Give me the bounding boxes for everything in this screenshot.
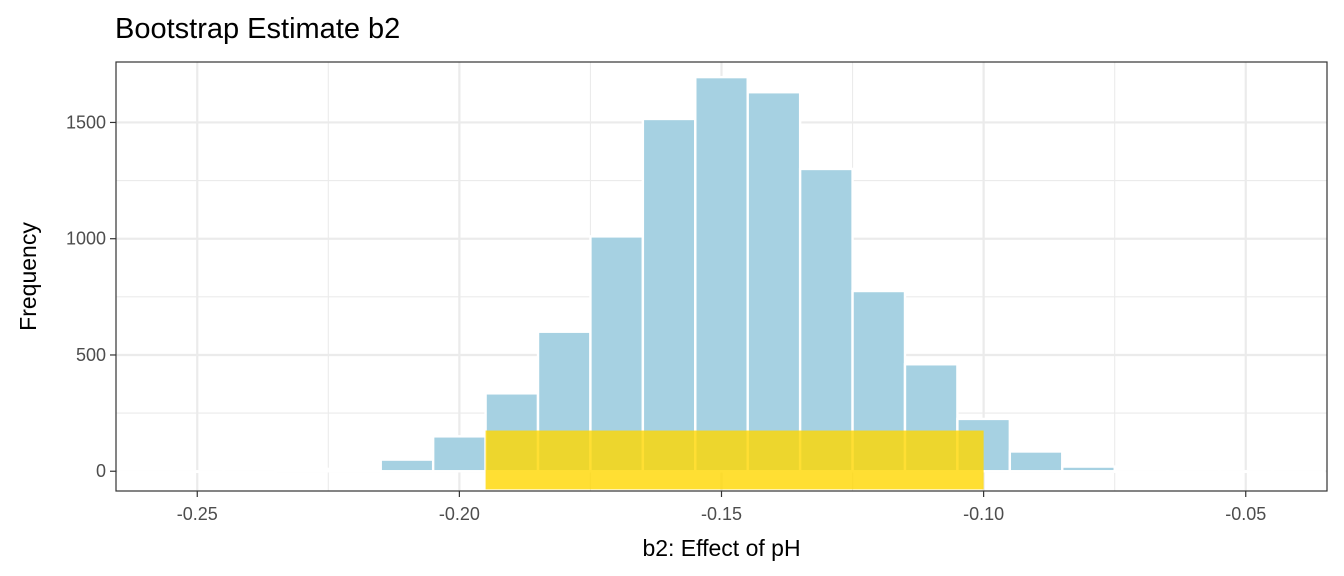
y-axis: 0 500 1000 1500 xyxy=(66,112,116,481)
interval-highlight xyxy=(485,430,984,490)
histogram-bar xyxy=(1008,450,1064,473)
x-tick-label: -0.20 xyxy=(439,504,480,524)
histogram-bar xyxy=(1218,470,1274,474)
y-tick-label: 1500 xyxy=(66,112,106,132)
x-tick-label: -0.15 xyxy=(701,504,742,524)
histogram-bar xyxy=(117,470,173,474)
x-tick-label: -0.05 xyxy=(1225,504,1266,524)
x-axis: -0.25 -0.20 -0.15 -0.10 -0.05 xyxy=(177,491,1266,524)
y-tick-label: 0 xyxy=(96,461,106,481)
y-axis-title: Frequency xyxy=(15,222,41,331)
histogram-bar xyxy=(694,75,749,473)
histogram-bar xyxy=(169,470,225,474)
histogram-bar xyxy=(327,467,382,473)
histogram-bar xyxy=(222,470,278,474)
histogram-bar xyxy=(746,91,802,473)
x-tick-label: -0.10 xyxy=(963,504,1004,524)
chart-title: Bootstrap Estimate b2 xyxy=(115,13,400,45)
histogram-bar xyxy=(1165,470,1221,474)
interval-rect xyxy=(485,430,984,490)
histogram-bar xyxy=(641,117,697,473)
y-tick-label: 1000 xyxy=(66,229,106,249)
histogram-bar xyxy=(431,435,487,473)
x-axis-title: b2: Effect of pH xyxy=(642,535,800,561)
y-tick-label: 500 xyxy=(76,345,106,365)
histogram-bar xyxy=(274,468,330,473)
x-tick-label: -0.25 xyxy=(177,504,218,524)
histogram-bar xyxy=(1061,465,1116,473)
histogram-bar xyxy=(798,167,854,473)
histogram-bar xyxy=(1270,470,1326,474)
histogram-bar xyxy=(379,458,435,473)
histogram-bar xyxy=(1113,470,1169,474)
